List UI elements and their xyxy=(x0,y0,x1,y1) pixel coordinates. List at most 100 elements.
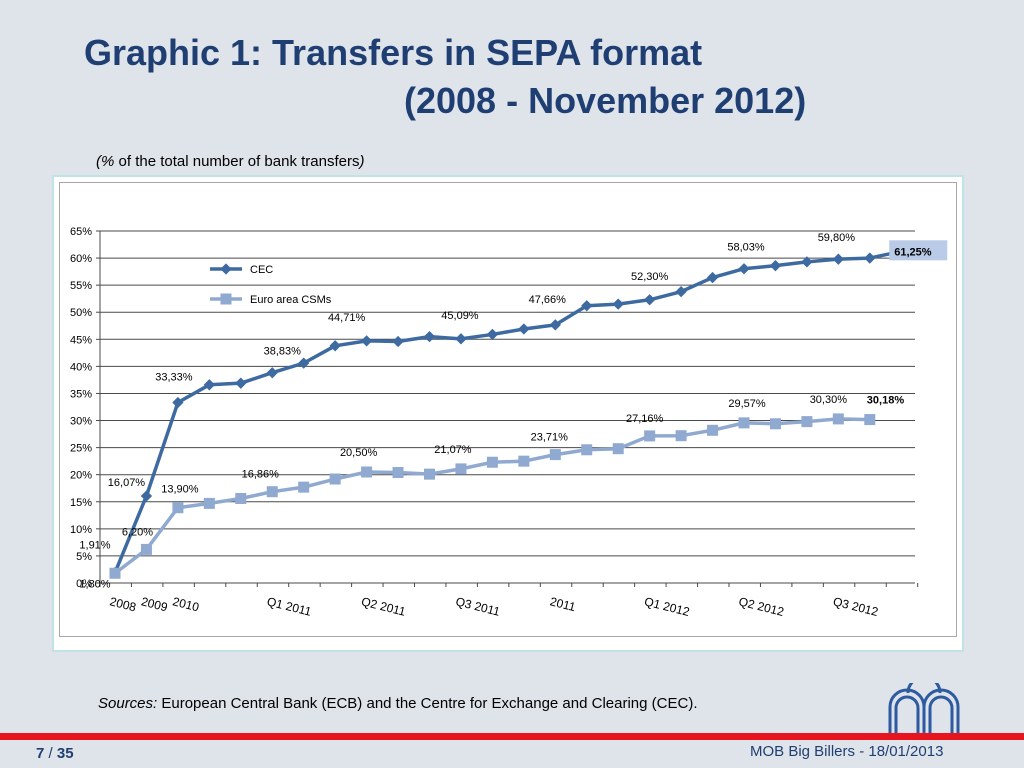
csm-data-point xyxy=(235,493,247,505)
chart-frame xyxy=(52,175,964,652)
footer-event-label: MOB Big Billers - 18/01/2013 xyxy=(750,743,944,760)
subtitle-close: ) xyxy=(359,153,365,170)
cec-data-label: 59,80% xyxy=(818,232,856,244)
legend-cec-label: CEC xyxy=(250,264,273,276)
csm-data-point xyxy=(518,455,530,467)
y-tick-label: 50% xyxy=(70,307,92,319)
chart-inner-border xyxy=(59,182,957,637)
cec-data-label: 1,91% xyxy=(79,540,110,552)
legend-csm-label: Euro area CSMs xyxy=(250,294,332,306)
x-tick-label: Q2 2012 xyxy=(737,594,785,619)
csm-data-point xyxy=(864,414,876,426)
cec-data-point xyxy=(172,396,184,409)
cec-data-point xyxy=(203,379,216,391)
y-tick-label: 35% xyxy=(70,388,92,400)
csm-data-label: 13,90% xyxy=(161,484,199,496)
slide-title-line2: (2008 - November 2012) xyxy=(404,80,807,121)
cec-data-label: 61,25% xyxy=(894,246,932,258)
cec-data-label: 38,83% xyxy=(264,346,302,358)
csm-data-point xyxy=(266,486,278,498)
cec-data-point xyxy=(832,253,845,265)
y-tick-label: 40% xyxy=(70,361,92,373)
x-tick-label: 2009 xyxy=(140,594,170,614)
csm-data-label: 6,20% xyxy=(122,526,153,538)
chart-subtitle: (% of the total number of bank transfers… xyxy=(96,153,364,170)
x-tick-label: 2010 xyxy=(171,594,201,614)
csm-data-label: 21,07% xyxy=(434,444,472,456)
cec-data-point xyxy=(643,294,656,306)
cec-data-point xyxy=(738,263,750,275)
csm-data-point xyxy=(486,456,498,468)
sources-note: Sources: European Central Bank (ECB) and… xyxy=(98,695,697,712)
cec-data-point xyxy=(486,328,499,341)
cec-data-point xyxy=(266,367,278,379)
csm-data-point xyxy=(769,418,781,430)
x-tick-label: Q3 2012 xyxy=(832,594,880,619)
cec-data-point xyxy=(140,490,153,502)
footer-red-bar xyxy=(0,733,1024,740)
cec-data-point xyxy=(329,340,341,352)
cec-data-point xyxy=(675,285,687,298)
cec-data-point xyxy=(455,333,467,345)
csm-data-label: 30,18% xyxy=(867,395,905,407)
cec-data-point xyxy=(423,330,436,343)
cec-data-point xyxy=(360,335,373,347)
csm-data-point xyxy=(832,413,844,425)
x-tick-label: Q1 2011 xyxy=(266,594,314,619)
page-current: 7 xyxy=(36,745,45,762)
cec-data-label: 16,07% xyxy=(108,477,146,489)
csm-data-label: 16,86% xyxy=(242,469,280,481)
cec-data-point xyxy=(612,298,624,310)
subtitle-text: of the total number of bank transfers xyxy=(114,153,360,170)
slide-title-line1: Graphic 1: Transfers in SEPA format xyxy=(84,32,703,73)
y-tick-label: 10% xyxy=(70,524,92,536)
y-tick-label: 0% xyxy=(76,578,92,590)
cec-data-point xyxy=(581,300,593,312)
csm-data-point xyxy=(329,473,341,485)
page-number: 7 / 35 xyxy=(36,745,74,762)
csm-data-point xyxy=(801,416,813,428)
cec-data-label: 33,33% xyxy=(155,372,193,384)
cec-data-label: 45,09% xyxy=(441,310,479,322)
legend-csm-marker xyxy=(220,293,232,305)
y-tick-label: 45% xyxy=(70,334,92,346)
organization-logo-icon xyxy=(888,683,960,733)
csm-series-line xyxy=(113,417,870,575)
csm-data-label: 29,57% xyxy=(728,398,766,410)
y-tick-label: 5% xyxy=(76,551,92,563)
cec-data-point xyxy=(518,323,530,335)
csm-data-label: 27,16% xyxy=(626,413,664,425)
y-tick-label: 15% xyxy=(70,497,92,509)
sources-text: European Central Bank (ECB) and the Cent… xyxy=(157,695,698,712)
y-tick-label: 25% xyxy=(70,443,92,455)
x-tick-label: 2008 xyxy=(108,594,138,614)
y-tick-label: 20% xyxy=(70,470,92,482)
csm-data-point xyxy=(707,424,719,436)
cec-data-label: 58,03% xyxy=(727,242,765,254)
csm-data-point xyxy=(738,417,750,429)
y-tick-label: 60% xyxy=(70,253,92,265)
csm-data-label: 23,71% xyxy=(531,432,569,444)
csm-data-point xyxy=(549,449,561,461)
x-tick-label: Q1 2012 xyxy=(643,594,691,619)
csm-data-label: 20,50% xyxy=(340,447,378,459)
csm-data-point xyxy=(675,430,687,442)
y-tick-label: 55% xyxy=(70,280,92,292)
cec-data-point xyxy=(769,260,782,272)
cec-data-label: 47,66% xyxy=(529,294,567,306)
x-tick-label: Q3 2011 xyxy=(454,594,502,619)
x-tick-label: 2011 xyxy=(549,594,578,614)
cec-series-line xyxy=(113,249,902,574)
cec-data-label: 44,71% xyxy=(328,312,366,324)
csm-data-label: 1,80% xyxy=(79,578,110,590)
csm-data-point xyxy=(612,443,624,455)
csm-data-point xyxy=(455,463,467,475)
cec-data-point xyxy=(298,357,310,369)
csm-data-point xyxy=(298,481,310,493)
csm-data-point xyxy=(424,468,435,480)
cec-data-label: 52,30% xyxy=(631,271,669,283)
csm-data-point xyxy=(392,467,404,479)
cec-data-point xyxy=(706,271,719,284)
cec-data-point xyxy=(235,377,247,389)
